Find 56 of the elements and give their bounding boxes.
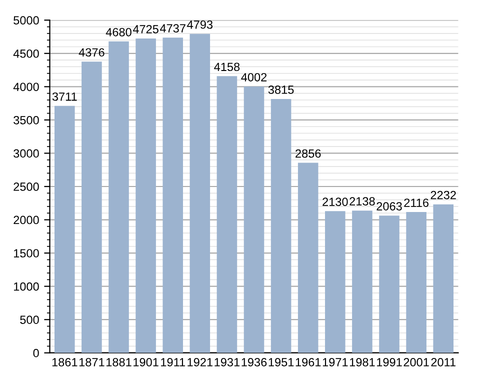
y-tick-label: 3000 [14, 149, 39, 158]
y-tick-label: 4500 [13, 49, 39, 58]
bar [216, 76, 238, 353]
data-label: 3711 [52, 92, 77, 101]
y-tick-label: 4000 [13, 82, 39, 92]
bar [136, 38, 156, 353]
bar [325, 211, 346, 353]
x-tick-label: 1981 [350, 358, 375, 366]
x-tick-label: 1921 [188, 358, 212, 366]
x-tick-label: 1936 [242, 358, 267, 366]
bar [352, 210, 372, 353]
y-tick-label: 5000 [14, 16, 39, 25]
x-tick-label: 2011 [431, 358, 456, 366]
bar [433, 204, 454, 353]
x-tick-label: 1931 [214, 358, 240, 366]
y-tick-label: 0 [33, 348, 39, 358]
data-label: 2138 [350, 197, 375, 206]
x-tick-label: 1901 [134, 358, 158, 366]
x-tick-label: 1871 [79, 358, 104, 366]
x-tick-label: 2001 [404, 358, 429, 366]
bar [298, 162, 318, 353]
x-tick-label: 1881 [106, 358, 132, 366]
data-label: 4002 [241, 73, 267, 82]
y-tick-label: 2000 [14, 216, 39, 224]
data-label: 3815 [268, 86, 294, 94]
data-label: 2232 [430, 190, 456, 200]
data-label: 4680 [106, 28, 132, 36]
y-tick-label: 1000 [14, 282, 39, 291]
bar [190, 34, 210, 353]
x-tick-label: 1961 [296, 358, 321, 366]
bar [54, 106, 75, 353]
x-tick-label: 1861 [52, 358, 78, 366]
data-label: 4737 [160, 24, 186, 33]
data-label: 2856 [296, 149, 321, 158]
bar [244, 86, 264, 353]
data-label: 4793 [187, 20, 213, 29]
bar [270, 98, 292, 353]
x-tick-label: 1991 [377, 358, 402, 366]
bar [379, 216, 400, 353]
bar [82, 62, 102, 353]
y-tick-label: 1500 [14, 249, 39, 258]
y-tick-label: 3500 [14, 116, 39, 124]
bar [406, 212, 426, 353]
data-label: 2130 [322, 198, 348, 206]
data-label: 4376 [78, 48, 104, 57]
data-label: 2116 [404, 198, 428, 207]
data-label: 4725 [132, 24, 158, 34]
data-label: 2063 [376, 202, 402, 210]
bar [162, 38, 183, 353]
bar [108, 41, 129, 353]
y-tick-label: 2500 [14, 182, 39, 191]
y-tick-label: 500 [20, 316, 39, 324]
x-tick-label: 1951 [268, 358, 294, 366]
x-tick-label: 1911 [161, 358, 185, 366]
x-tick-label: 1971 [322, 358, 348, 366]
data-label: 4158 [214, 62, 240, 72]
